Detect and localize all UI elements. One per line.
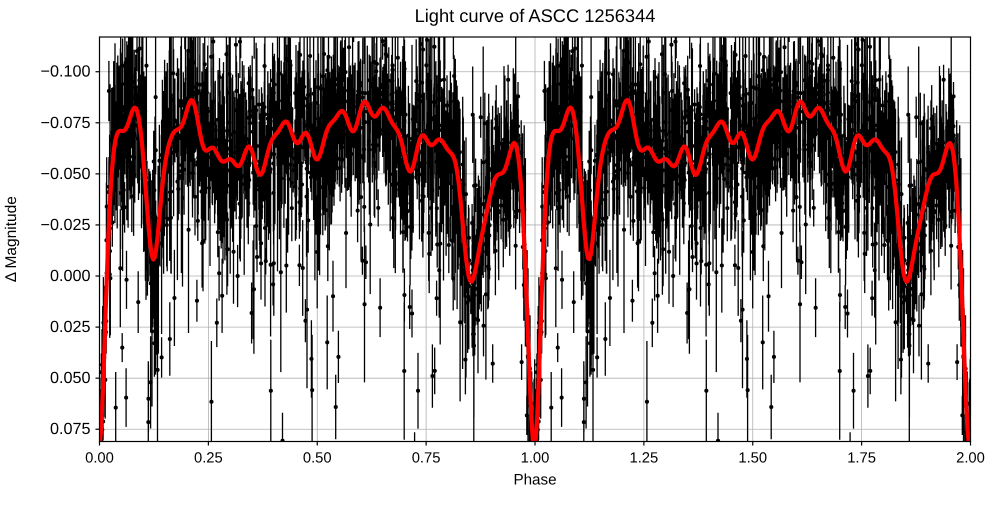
svg-text:−0.075: −0.075 xyxy=(41,114,91,132)
svg-text:2.00: 2.00 xyxy=(956,451,985,467)
svg-text:0.050: 0.050 xyxy=(50,369,91,387)
svg-text:0.75: 0.75 xyxy=(412,451,441,467)
svg-text:−0.050: −0.050 xyxy=(41,165,91,183)
svg-text:1.00: 1.00 xyxy=(521,451,550,467)
svg-text:0.25: 0.25 xyxy=(194,451,223,467)
svg-text:Phase: Phase xyxy=(513,472,556,489)
svg-text:1.75: 1.75 xyxy=(847,451,876,467)
svg-text:0.00: 0.00 xyxy=(85,451,114,467)
svg-text:0.000: 0.000 xyxy=(50,267,91,285)
svg-text:−0.025: −0.025 xyxy=(41,216,91,234)
svg-text:Δ Magnitude: Δ Magnitude xyxy=(3,196,20,282)
svg-text:1.50: 1.50 xyxy=(738,451,767,467)
svg-text:Light curve of ASCC 1256344: Light curve of ASCC 1256344 xyxy=(415,5,656,26)
svg-text:0.50: 0.50 xyxy=(303,451,332,467)
svg-text:0.025: 0.025 xyxy=(50,318,91,336)
svg-text:−0.100: −0.100 xyxy=(41,63,91,81)
svg-text:1.25: 1.25 xyxy=(629,451,658,467)
svg-text:0.075: 0.075 xyxy=(50,420,91,438)
